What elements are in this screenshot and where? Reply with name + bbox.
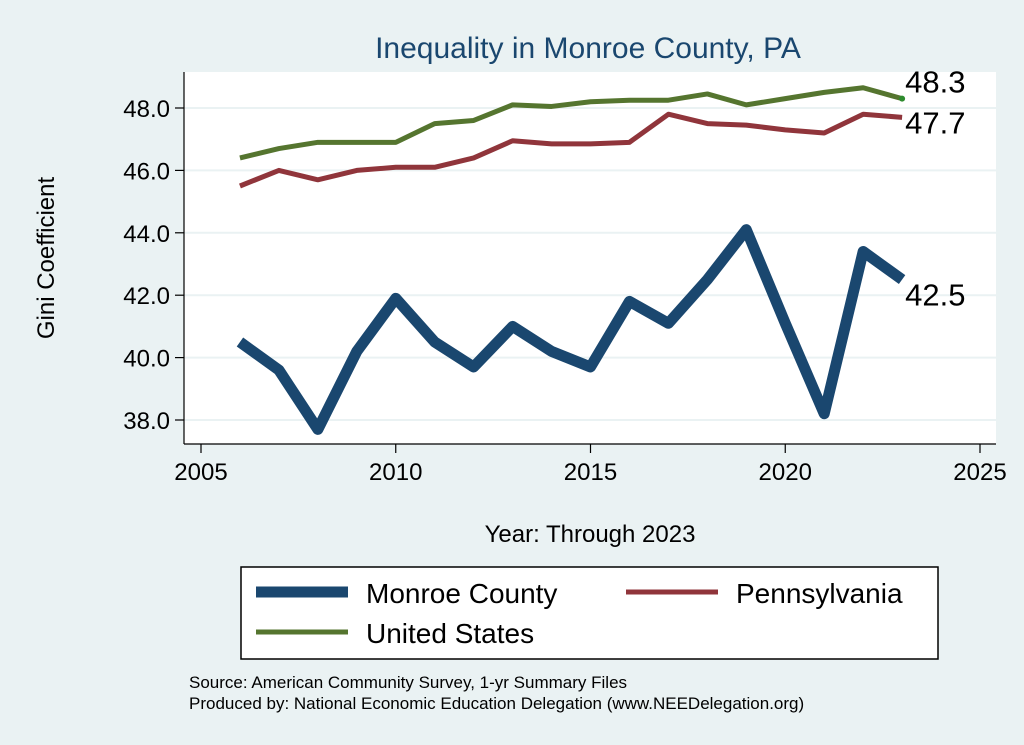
series-layer [236, 85, 906, 435]
x-tick-label: 2015 [564, 459, 617, 486]
y-tick-label: 42.0 [123, 283, 170, 310]
axes-layer: 38.0 40.0 42.0 44.0 46.0 48.0 2005 2010 2015 2020… [123, 72, 1007, 486]
chart-title: Inequality in Monroe County, PA [375, 32, 801, 65]
series-line-monroe-county [236, 224, 906, 435]
legend: Monroe County Pennsylvania United States [240, 566, 939, 660]
series-line-pennsylvania [239, 111, 903, 189]
labels-layer: 42.5 47.7 48.3 [905, 65, 965, 313]
end-label-pennsylvania: 47.7 [905, 105, 965, 140]
x-tick-label: 2025 [953, 459, 1006, 486]
legend-label-pennsylvania: Pennsylvania [736, 578, 903, 609]
y-axis-title: Gini Coefficient [33, 177, 60, 340]
series-line-united-states [239, 85, 903, 161]
legend-label-united-states: United States [366, 618, 534, 649]
y-tick-label: 44.0 [123, 221, 170, 248]
end-label-united-states: 48.3 [905, 65, 965, 100]
x-tick-label: 2005 [174, 459, 227, 486]
legend-label-monroe-county: Monroe County [366, 578, 557, 609]
y-tick-label: 48.0 [123, 96, 170, 123]
x-tick-label: 2010 [369, 459, 422, 486]
y-tick-label: 38.0 [123, 408, 170, 435]
series-end-marker [899, 95, 906, 102]
producer-note: Produced by: National Economic Education… [189, 694, 804, 713]
end-label-monroe-county: 42.5 [905, 278, 965, 313]
x-axis-title: Year: Through 2023 [485, 521, 696, 548]
legend-box [240, 566, 939, 660]
x-tick-label: 2020 [759, 459, 812, 486]
y-tick-label: 46.0 [123, 158, 170, 185]
y-tick-label: 40.0 [123, 346, 170, 373]
source-note: Source: American Community Survey, 1-yr … [189, 673, 627, 692]
